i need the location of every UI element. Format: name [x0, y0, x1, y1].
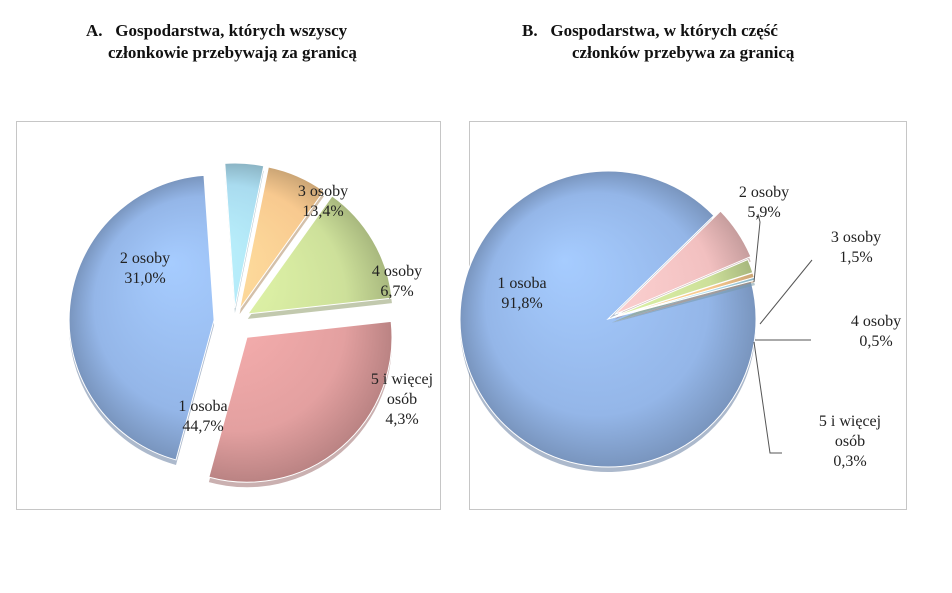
chart-b-category-label-1: 1 osoba [497, 275, 546, 292]
chart-b-leader-line-3 [759, 259, 813, 325]
chart-a-label-4: 4 osoby 6,7% [372, 263, 422, 300]
chart-b-pie: 1 osoba 91,8% 2 osoby 5,9% 3 osoby 1,5% 4 osob… [459, 170, 901, 473]
chart-b-category-label-5: 5 i więcej [819, 413, 881, 430]
chart-b-leader-line-2 [753, 213, 761, 283]
chart-b-category-label-2: 2 osoby [739, 184, 789, 201]
chart-b-title-line-2: członków przebywa za granicą [572, 43, 795, 62]
chart-b-label-1: 1 osoba 91,8% [497, 275, 546, 312]
chart-a-category-label-2: 2 osoby [120, 250, 170, 267]
chart-b-slice-group-1 [459, 170, 757, 473]
chart-a-title-line-2: członkowie przebywają za granicą [108, 43, 357, 62]
chart-b-title-line-1: B. Gospodarstwa, w których część [522, 20, 794, 42]
chart-b-value-label-5: 0,3% [833, 453, 866, 470]
chart-b-label-2: 2 osoby 5,9% [739, 184, 789, 221]
chart-b-value-label-2: 5,9% [747, 204, 780, 221]
chart-a-value-label-2: 31,0% [124, 270, 165, 287]
chart-a-value-label-5: 4,3% [385, 411, 418, 428]
chart-a-value-label-1: 44,7% [182, 418, 223, 435]
chart-b-title-prefix: B. [522, 21, 538, 40]
chart-a-slice-group-1 [68, 174, 215, 465]
chart-a-title-prefix: A. [86, 21, 103, 40]
chart-b-value-label-3: 1,5% [839, 249, 872, 266]
chart-a-label-1: 1 osoba 44,7% [178, 398, 227, 435]
chart-a-slice-group-3 [246, 195, 393, 319]
chart-b-title-text-1: Gospodarstwa, w których część [550, 21, 778, 40]
chart-a-slice-group-2 [208, 320, 393, 488]
chart-b-leader-line-5 [753, 341, 782, 454]
chart-a-label-5: 5 i więcej osób 4,3% [371, 371, 433, 428]
chart-b-label-3: 3 osoby 1,5% [831, 229, 881, 266]
chart-a-title-text-1: Gospodarstwa, których wszyscy [115, 21, 348, 40]
chart-a-value-label-4: 6,7% [380, 283, 413, 300]
chart-b-frame: 1 osoba 91,8% 2 osoby 5,9% 3 osoby 1,5% 4 osob… [459, 121, 907, 510]
chart-b-slice-group-2 [614, 210, 752, 320]
chart-a-title: A. Gospodarstwa, których wszyscy członko… [86, 20, 357, 64]
chart-a-slice-group-5 [224, 162, 265, 314]
chart-a-category-label-4: 4 osoby [372, 263, 422, 280]
chart-b-label-5: 5 i więcej osób 0,3% [819, 413, 881, 470]
chart-a-frame: 1 osoba 44,7% 2 osoby 31,0% 3 osoby 13,4% 4 os… [16, 121, 441, 510]
chart-b-label-4: 4 osoby 0,5% [851, 313, 901, 350]
chart-b-value-label-1: 91,8% [501, 295, 542, 312]
chart-a-slice-1 [68, 174, 215, 461]
chart-a-slice-2 [208, 320, 393, 483]
chart-a-pie: 1 osoba 44,7% 2 osoby 31,0% 3 osoby 13,4% 4 os… [68, 162, 433, 488]
chart-b-value-label-4: 0,5% [859, 333, 892, 350]
chart-a-category-label-3: 3 osoby [298, 183, 348, 200]
chart-a-title-line-1: A. Gospodarstwa, których wszyscy [86, 20, 357, 42]
chart-a-value-label-3: 13,4% [302, 203, 343, 220]
chart-b-slice-2 [614, 210, 752, 316]
chart-b-category-label-3: 3 osoby [831, 229, 881, 246]
chart-a-category-label-5: 5 i więcej [371, 371, 433, 388]
chart-a-label-3: 3 osoby 13,4% [298, 183, 348, 220]
chart-a-slice-4 [239, 166, 325, 310]
chart-a-slice-5 [224, 162, 265, 309]
chart-a-label-2: 2 osoby 31,0% [120, 250, 170, 287]
chart-b-title: B. Gospodarstwa, w których część członkó… [522, 20, 794, 64]
chart-b-category-label-5: osób [835, 433, 865, 450]
chart-b-category-label-4: 4 osoby [851, 313, 901, 330]
chart-a-slice-group-4 [239, 166, 325, 315]
chart-a-category-label-1: 1 osoba [178, 398, 227, 415]
chart-b-slice-shadow-5 [611, 282, 755, 323]
chart-a-category-label-5: osób [387, 391, 417, 408]
chart-a-slice-3 [246, 195, 393, 315]
chart-b-slice-1 [459, 170, 757, 468]
